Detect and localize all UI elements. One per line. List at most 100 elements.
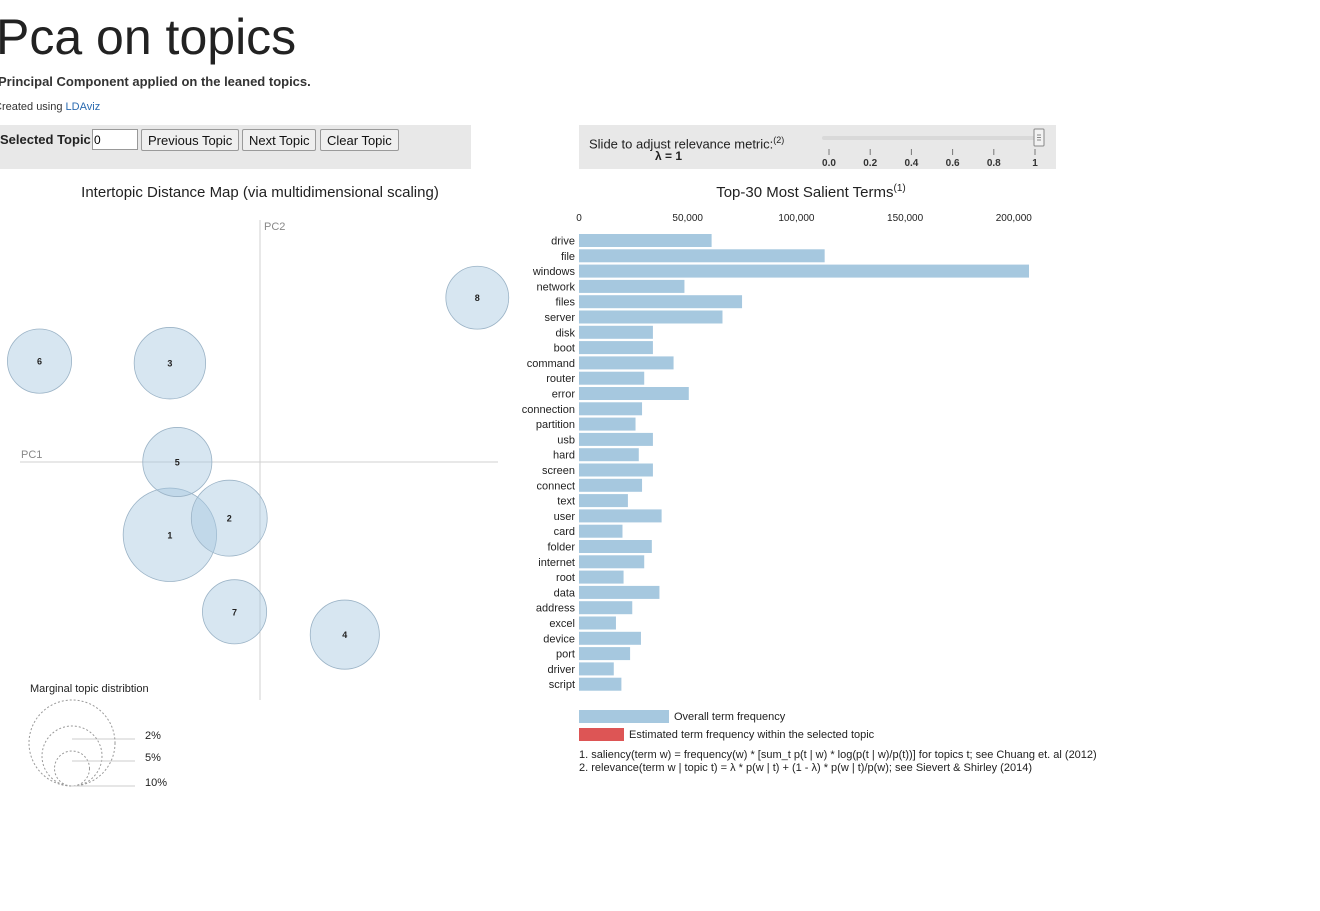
term-bar-port[interactable] bbox=[579, 647, 631, 661]
x-tick-label: 150,000 bbox=[887, 213, 924, 224]
selected-topic-input[interactable] bbox=[92, 129, 138, 150]
term-bar-user[interactable] bbox=[579, 509, 662, 523]
term-bar-router[interactable] bbox=[579, 371, 645, 385]
term-bar-text[interactable] bbox=[579, 494, 628, 508]
term-bar-hard[interactable] bbox=[579, 448, 639, 462]
term-bar-file[interactable] bbox=[579, 249, 825, 263]
term-bar-connect[interactable] bbox=[579, 478, 643, 492]
term-label-windows[interactable]: windows bbox=[532, 266, 576, 278]
term-label-screen[interactable]: screen bbox=[542, 465, 575, 477]
term-label-data[interactable]: data bbox=[554, 587, 576, 599]
term-label-partition[interactable]: partition bbox=[536, 419, 575, 431]
term-bar-driver[interactable] bbox=[579, 662, 614, 676]
term-label-text[interactable]: text bbox=[557, 496, 575, 508]
term-label-internet[interactable]: internet bbox=[538, 557, 575, 569]
term-label-address[interactable]: address bbox=[536, 603, 576, 615]
term-label-driver[interactable]: driver bbox=[547, 664, 575, 676]
topic-label-4: 4 bbox=[342, 630, 347, 640]
page-title: Pca on topics bbox=[0, 9, 297, 65]
term-bar-usb[interactable] bbox=[579, 432, 653, 446]
term-bar-folder[interactable] bbox=[579, 540, 652, 553]
term-bar-data[interactable] bbox=[579, 585, 660, 599]
term-label-drive[interactable]: drive bbox=[551, 236, 575, 248]
topic-bubble-8[interactable] bbox=[445, 265, 510, 330]
term-label-port[interactable]: port bbox=[556, 649, 575, 661]
marginal-distribution-legend: Marginal topic distribtion 2% 5% 10% bbox=[28, 683, 167, 789]
topic-bubble-5[interactable] bbox=[142, 427, 213, 497]
pc2-axis-label: PC2 bbox=[264, 221, 285, 233]
size-legend-label: 10% bbox=[145, 777, 167, 789]
topic-bubble-6[interactable] bbox=[7, 328, 73, 394]
term-bar-root[interactable] bbox=[579, 570, 624, 584]
term-label-command[interactable]: command bbox=[527, 358, 575, 370]
term-bar-connection[interactable] bbox=[579, 402, 643, 416]
size-legend-label: 5% bbox=[145, 752, 161, 764]
term-label-error[interactable]: error bbox=[552, 389, 576, 401]
topic-bubble-1[interactable] bbox=[122, 487, 218, 582]
term-bar-device[interactable] bbox=[579, 631, 641, 645]
ldaviz-link[interactable]: LDAviz bbox=[65, 101, 101, 113]
term-bar-server[interactable] bbox=[579, 310, 723, 324]
term-bar-drive[interactable] bbox=[579, 234, 712, 247]
term-bar-card[interactable] bbox=[579, 524, 623, 538]
term-bar-partition[interactable] bbox=[579, 417, 636, 431]
topic-bubble-4[interactable] bbox=[309, 599, 380, 670]
topic-bubble-3[interactable] bbox=[133, 327, 207, 400]
topic-label-7: 7 bbox=[232, 607, 237, 617]
created-prefix: Created using bbox=[0, 101, 66, 113]
selected-topic-label: Selected Topic: bbox=[0, 132, 96, 147]
size-legend-circle bbox=[54, 750, 90, 787]
pc1-axis-label: PC1 bbox=[21, 449, 42, 461]
size-legend-label: 2% bbox=[145, 730, 161, 742]
term-bar-error[interactable] bbox=[579, 387, 689, 400]
term-bar-address[interactable] bbox=[579, 601, 633, 615]
relevance-slider-axis: 0.0 0.2 0.4 0.6 0.8 1 bbox=[822, 149, 1038, 169]
topic-bubble-7[interactable] bbox=[202, 579, 268, 645]
term-bar-boot[interactable] bbox=[579, 341, 653, 355]
term-label-disk[interactable]: disk bbox=[555, 327, 575, 339]
intertopic-distance-map: Intertopic Distance Map (via multidimens… bbox=[7, 184, 510, 789]
term-label-router[interactable]: router bbox=[546, 373, 575, 385]
term-label-files[interactable]: files bbox=[555, 297, 575, 309]
slider-tick-label: 0.8 bbox=[987, 158, 1001, 169]
term-bar-script[interactable] bbox=[579, 677, 622, 691]
relevance-slider-handle[interactable] bbox=[1033, 128, 1045, 147]
term-bar-screen[interactable] bbox=[579, 463, 653, 477]
term-bar-files[interactable] bbox=[579, 295, 743, 309]
term-label-connect[interactable]: connect bbox=[536, 480, 575, 492]
term-label-connection[interactable]: connection bbox=[522, 404, 575, 416]
topic-label-5: 5 bbox=[175, 458, 180, 468]
term-bar-disk[interactable] bbox=[579, 325, 653, 339]
term-label-hard[interactable]: hard bbox=[553, 450, 575, 462]
bar-legend: Overall term frequency Estimated term fr… bbox=[579, 710, 875, 741]
term-label-user[interactable]: user bbox=[554, 511, 576, 523]
slider-tick-label: 1 bbox=[1032, 158, 1038, 169]
term-label-excel[interactable]: excel bbox=[549, 618, 575, 630]
term-label-root[interactable]: root bbox=[556, 572, 575, 584]
topic-selection-panel: Selected Topic: Previous Topic Next Topi… bbox=[0, 125, 471, 169]
term-label-server[interactable]: server bbox=[544, 312, 575, 324]
relevance-panel: Slide to adjust relevance metric:(2) λ =… bbox=[579, 125, 1056, 169]
term-label-boot[interactable]: boot bbox=[554, 343, 575, 355]
term-bar-command[interactable] bbox=[579, 356, 674, 370]
lambda-value: λ = 1 bbox=[655, 149, 683, 163]
term-label-script[interactable]: script bbox=[549, 679, 575, 691]
topic-label-1: 1 bbox=[167, 530, 172, 540]
term-bar-network[interactable] bbox=[579, 279, 685, 293]
term-label-card[interactable]: card bbox=[554, 526, 575, 538]
term-label-folder[interactable]: folder bbox=[547, 542, 575, 554]
term-label-file[interactable]: file bbox=[561, 251, 575, 263]
term-bar-windows[interactable] bbox=[579, 264, 1030, 278]
term-bar-internet[interactable] bbox=[579, 555, 645, 569]
previous-topic-button[interactable]: Previous Topic bbox=[141, 129, 240, 151]
x-tick-label: 50,000 bbox=[672, 213, 703, 224]
relevance-slider[interactable]: 0.0 0.2 0.4 0.6 0.8 1 bbox=[579, 125, 1056, 169]
term-label-network[interactable]: network bbox=[536, 281, 575, 293]
overall-frequency-swatch bbox=[579, 710, 669, 723]
term-bar-excel[interactable] bbox=[579, 616, 616, 630]
term-label-usb[interactable]: usb bbox=[557, 434, 575, 446]
term-label-device[interactable]: device bbox=[543, 633, 575, 645]
clear-topic-button[interactable]: Clear Topic bbox=[320, 129, 399, 151]
next-topic-button[interactable]: Next Topic bbox=[242, 129, 317, 151]
topic-bubble-2[interactable] bbox=[190, 479, 268, 557]
